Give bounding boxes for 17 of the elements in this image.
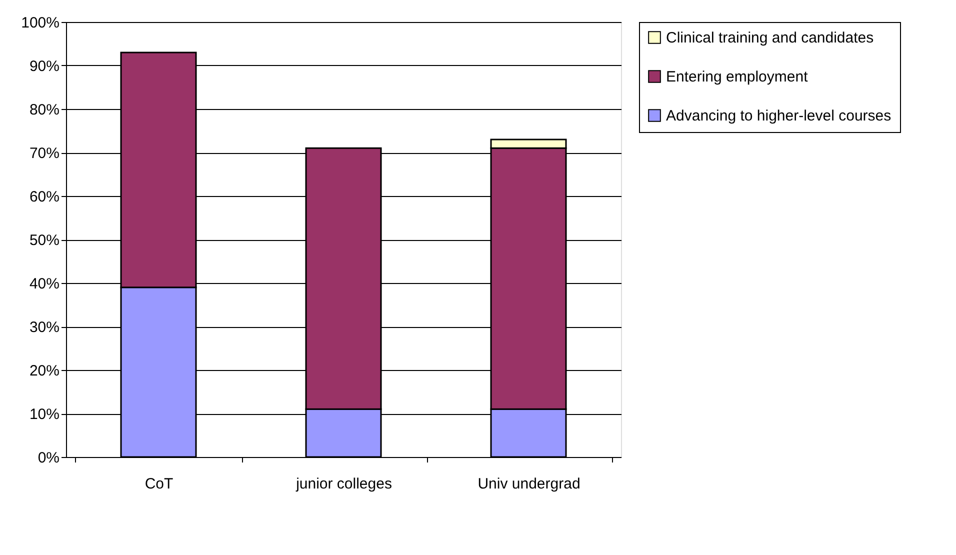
y-tick-label: 40% [29, 276, 60, 292]
y-tick-label: 60% [29, 188, 60, 206]
y-tick-label: 30% [29, 319, 60, 336]
y-tick-label: 90% [29, 58, 60, 75]
y-tick-label: 50% [29, 232, 60, 249]
y-tick-label: 80% [29, 102, 60, 118]
y-tick-label: 20% [29, 362, 60, 380]
y-tick-label: 0% [38, 450, 60, 466]
y-tick-label: 70% [29, 145, 60, 162]
legend-label: Clinical training and candidates [666, 30, 874, 46]
x-tick-label: CoT [144, 476, 174, 492]
y-tick-label: 100% [21, 14, 60, 32]
x-tick-label: Univ undergrad [478, 476, 580, 492]
x-tick-label: junior colleges [295, 476, 392, 492]
legend-label: Advancing to higher-level courses [666, 108, 892, 124]
legend-label: Entering employment [666, 68, 809, 86]
y-tick-label: 10% [29, 406, 60, 423]
